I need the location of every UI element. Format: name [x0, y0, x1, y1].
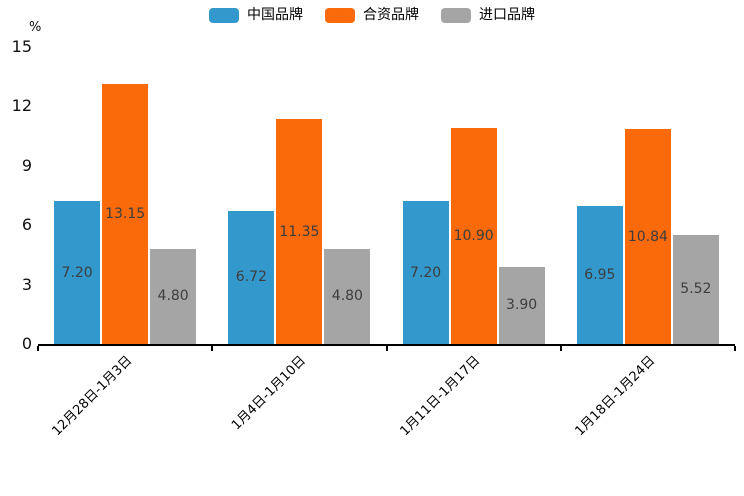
y-axis-unit-label: %	[29, 20, 42, 35]
x-axis-category-label: 1月4日-1月10日	[229, 353, 310, 434]
bar-value-label: 4.80	[331, 288, 363, 305]
legend-swatch-blue	[209, 8, 239, 23]
bar-group: 7.20 10.90 3.90	[387, 0, 561, 344]
bar-进口品牌-1月18日-1月24日: 5.52	[672, 234, 719, 344]
y-axis-tick-label: 3	[21, 274, 32, 294]
legend-label: 中国品牌	[247, 7, 303, 23]
bar-value-label: 3.90	[506, 297, 538, 314]
x-axis-category-label: 12月28日-1月3日	[49, 353, 136, 440]
legend-label: 进口品牌	[479, 7, 535, 23]
bar-合资品牌-1月4日-1月10日: 11.35	[276, 119, 323, 344]
bar-value-label: 13.15	[105, 205, 146, 222]
bar-value-label: 11.35	[279, 223, 320, 240]
bar-value-label: 10.90	[453, 228, 494, 245]
legend-swatch-gray	[441, 8, 471, 23]
y-axis-tick-label: 12	[11, 96, 32, 116]
x-axis-tick	[37, 346, 39, 351]
bar-合资品牌-1月11日-1月17日: 10.90	[450, 128, 497, 344]
x-axis-tick	[559, 346, 562, 351]
bar-group: 6.95 10.84 5.52	[561, 0, 735, 344]
bar-进口品牌-12月28日-1月3日: 4.80	[150, 248, 197, 344]
y-axis-tick-label: 9	[21, 155, 32, 175]
bar-value-label: 5.52	[680, 281, 712, 298]
legend-item-china-brand[interactable]: 中国品牌	[209, 8, 303, 23]
x-axis-tick	[211, 346, 214, 351]
chart-legend: 中国品牌 合资品牌 进口品牌	[0, 8, 744, 23]
bar-中国品牌-1月18日-1月24日: 6.95	[576, 206, 623, 344]
y-axis-tick-label: 15	[11, 37, 32, 56]
x-axis-line	[38, 344, 735, 346]
bar-group: 7.20 13.15 4.80	[38, 0, 212, 344]
bar-value-label: 10.84	[627, 228, 668, 245]
bar-group: 6.72 11.35 4.80	[212, 0, 386, 344]
bar-合资品牌-12月28日-1月3日: 13.15	[102, 83, 149, 344]
legend-swatch-orange	[325, 8, 355, 23]
x-axis-tick	[385, 346, 388, 351]
bar-value-label: 7.20	[61, 264, 93, 281]
bar-进口品牌-1月11日-1月17日: 3.90	[498, 266, 545, 344]
x-axis-category-label: 1月18日-1月24日	[571, 353, 658, 440]
x-axis-tick	[734, 346, 736, 351]
bar-value-label: 4.80	[157, 288, 189, 305]
bar-中国品牌-12月28日-1月3日: 7.20	[54, 201, 101, 344]
y-axis-tick-label: 6	[21, 215, 32, 235]
legend-label: 合资品牌	[363, 7, 419, 23]
bar-中国品牌-1月11日-1月17日: 7.20	[402, 201, 449, 344]
legend-item-import-brand[interactable]: 进口品牌	[441, 8, 535, 23]
bar-value-label: 7.20	[410, 264, 442, 281]
y-axis-tick-label: 0	[21, 334, 32, 353]
bar-value-label: 6.95	[584, 267, 616, 284]
legend-item-joint-venture-brand[interactable]: 合资品牌	[325, 8, 419, 23]
bar-value-label: 6.72	[235, 269, 267, 286]
bar-进口品牌-1月4日-1月10日: 4.80	[324, 248, 371, 344]
bar-合资品牌-1月18日-1月24日: 10.84	[624, 129, 671, 344]
bar-中国品牌-1月4日-1月10日: 6.72	[228, 210, 275, 344]
x-axis-category-label: 1月11日-1月17日	[397, 353, 484, 440]
